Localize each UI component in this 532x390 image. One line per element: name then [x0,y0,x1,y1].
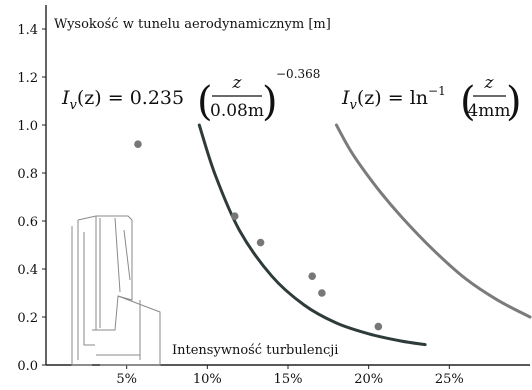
data-point [308,272,317,281]
formula-right-sub: v [350,98,358,113]
y-tick-label: 0.6 [17,215,38,230]
svg-text:): ) [506,79,522,125]
y-tick-label: 1.0 [17,119,38,134]
formula-left-den: 0.08m [210,101,264,121]
svg-text:(: ( [460,79,476,125]
x-tick-label: 25% [435,372,464,387]
formula-left: Iv(z) = 0.235 ( z 0.08m ) −0.368 [61,67,320,125]
data-points [134,140,383,331]
y-tick-label: 1.2 [17,71,38,86]
svg-text:Iv(z) = ln−1: Iv(z) = ln−1 [341,84,446,113]
formula-left-sub: v [70,98,78,113]
formula-right-exp: −1 [428,84,446,98]
data-point [256,238,265,247]
fit-curve-1 [197,123,427,347]
fit-curves [197,123,532,347]
data-point [374,322,383,331]
y-tick-label: 0.8 [17,167,38,182]
y-tick-label: 1.4 [17,23,38,38]
formula-right: Iv(z) = ln−1 ( z 4mm ) [341,73,522,125]
formula-left-arg: (z) = 0.235 [77,87,184,109]
data-point [230,212,239,220]
svg-text:): ) [262,79,278,125]
x-tick-label: 5% [116,372,137,387]
y-ticks: 0.0 0.2 0.4 0.6 0.8 1.0 1.2 1.4 [17,23,46,374]
y-tick-label: 0.4 [17,263,38,278]
x-tick-label: 20% [354,372,383,387]
y-tick-label: 0.0 [17,359,38,374]
x-ticks: 5% 10% 15% 20% 25% [116,365,464,387]
building-model-illustration [71,215,161,366]
axes [45,5,530,366]
data-point [134,140,142,148]
x-tick-label: 10% [193,372,222,387]
svg-text:(: ( [197,79,213,125]
formula-right-den: 4mm [467,101,510,121]
y-tick-label: 0.2 [17,311,38,326]
formula-right-lhs: I [341,87,350,109]
fit-curve-2 [334,123,532,319]
y-axis-title: Wysokość w tunelu aerodynamicznym [m] [54,17,331,32]
x-axis-title: Intensywność turbulencji [172,343,338,358]
x-tick-label: 15% [274,372,303,387]
formula-right-arg: (z) = ln [357,87,428,109]
data-point [318,289,326,297]
formula-left-lhs: I [61,87,70,109]
formula-right-num: z [484,73,495,93]
svg-text:Iv(z) = 0.235: Iv(z) = 0.235 [61,87,184,113]
formula-left-num: z [232,73,243,93]
formula-left-exp: −0.368 [276,67,320,81]
